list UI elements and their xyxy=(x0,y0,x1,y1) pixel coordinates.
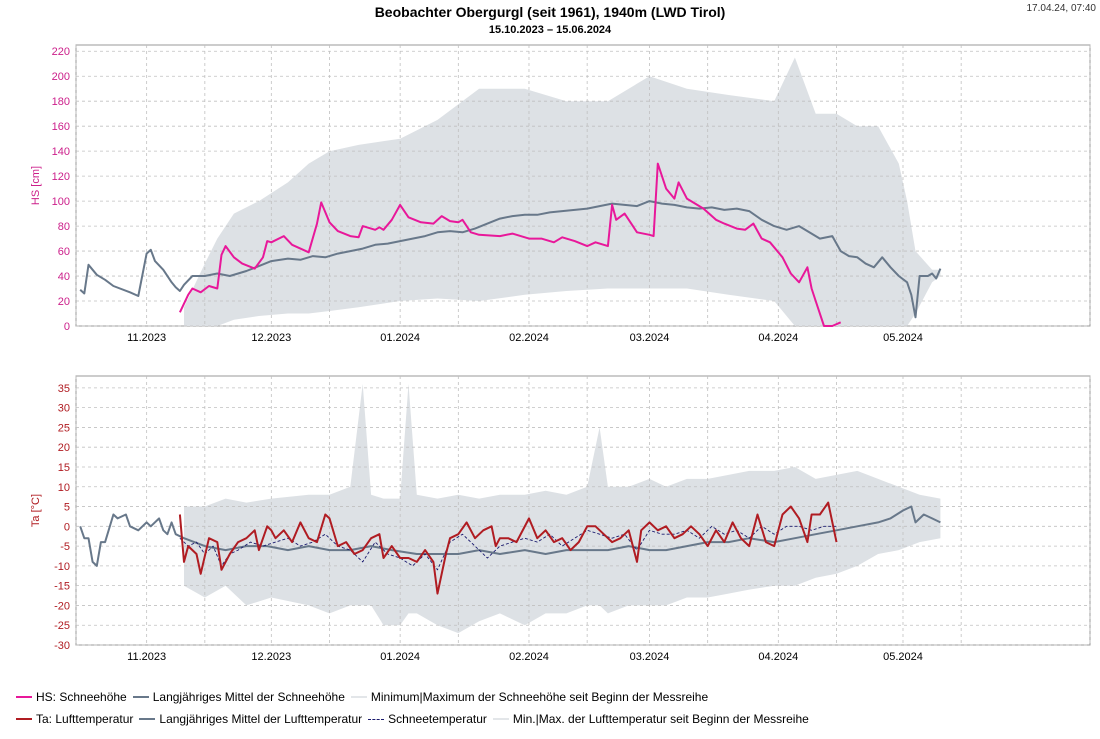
legend-label-snowtemp: Schneetemperatur xyxy=(388,712,487,726)
chart-title: Beobachter Obergurgl (seit 1961), 1940m … xyxy=(374,4,726,20)
legend-item-ta-mean: Langjähriges Mittel der Lufttemperatur xyxy=(139,712,362,726)
y-tick-label: 0 xyxy=(64,521,70,533)
y-tick-label: 80 xyxy=(58,221,70,233)
y-tick-label: -15 xyxy=(54,581,70,593)
series-line-ta xyxy=(178,501,838,595)
legend-label-hs: HS: Schneehöhe xyxy=(36,690,127,704)
series-line-hs xyxy=(178,162,842,327)
y-tick-label: 20 xyxy=(58,442,70,454)
x-tick-label: 03.2024 xyxy=(630,651,670,663)
x-tick-label: 03.2024 xyxy=(630,332,670,344)
legend-swatch-ta-range xyxy=(492,718,509,720)
legend-label-hs-mean: Langjähriges Mittel der Schneehöhe xyxy=(152,690,345,704)
x-tick-label: 04.2024 xyxy=(758,332,798,344)
y-tick-label: 10 xyxy=(58,482,70,494)
x-tick-label: 11.2023 xyxy=(127,651,166,663)
y-tick-label: 40 xyxy=(58,271,70,283)
legend-item-snowtemp: Schneetemperatur xyxy=(368,712,487,726)
y-tick-label: 35 xyxy=(58,383,70,395)
y-tick-label: 60 xyxy=(58,246,70,258)
y-tick-label: 200 xyxy=(52,71,70,83)
y-tick-label: -30 xyxy=(54,640,70,652)
x-tick-label: 01.2024 xyxy=(380,332,420,344)
legend-item-hs-mean: Langjähriges Mittel der Schneehöhe xyxy=(132,690,345,704)
y-tick-label: 25 xyxy=(58,422,70,434)
y-tick-label: 15 xyxy=(58,462,70,474)
series-line-snowtemp xyxy=(179,525,837,571)
legend-swatch-ta-mean xyxy=(139,718,156,720)
legend-row-snow: HS: Schneehöhe Langjähriges Mittel der S… xyxy=(16,690,714,704)
y-tick-label: -5 xyxy=(60,541,70,553)
y-tick-label: 30 xyxy=(58,403,70,415)
y-tick-label: 100 xyxy=(52,196,70,208)
y-tick-label: 180 xyxy=(52,96,70,108)
legend-item-hs: HS: Schneehöhe xyxy=(16,690,127,704)
y-tick-label: -20 xyxy=(54,600,70,612)
x-tick-label: 02.2024 xyxy=(509,651,549,663)
y-tick-label: -10 xyxy=(54,561,70,573)
y-tick-label: 160 xyxy=(52,121,70,133)
legend-label-ta-mean: Langjähriges Mittel der Lufttemperatur xyxy=(159,712,363,726)
min-max-band xyxy=(184,383,941,634)
x-tick-label: 01.2024 xyxy=(380,651,420,663)
snow-depth-panel: 0 20 40 60 80 100 120 140 160 180 200 220 11.2023 12.… xyxy=(30,44,1091,344)
y-tick-label: 120 xyxy=(52,171,70,183)
series-line-mean xyxy=(79,200,942,319)
y-tick-label: -25 xyxy=(54,620,70,632)
air-temperature-panel: -30 -25 -20 -15 -10 -5 0 5 10 15 20 25 30 35 11.2023 12… xyxy=(30,375,1091,663)
x-tick-label: 12.2023 xyxy=(251,332,291,344)
series-line-mean xyxy=(79,505,941,567)
legend-item-ta-range: Min.|Max. der Lufttemperatur seit Beginn… xyxy=(492,712,809,726)
x-tick-label: 05.2024 xyxy=(883,332,923,344)
legend-label-hs-range: Minimum|Maximum der Schneehöhe seit Begi… xyxy=(370,690,709,704)
x-tick-label: 04.2024 xyxy=(758,651,798,663)
legend-label-ta: Ta: Lufttemperatur xyxy=(36,712,134,726)
legend-row-temp: Ta: Lufttemperatur Langjähriges Mittel d… xyxy=(16,712,815,726)
x-tick-label: 05.2024 xyxy=(883,651,923,663)
y-tick-label: 5 xyxy=(64,502,70,514)
legend-label-ta-range: Min.|Max. der Lufttemperatur seit Beginn… xyxy=(512,712,809,726)
y-axis-label: HS [cm] xyxy=(30,166,42,205)
legend-swatch-snowtemp xyxy=(368,718,385,720)
x-tick-label: 12.2023 xyxy=(251,651,291,663)
y-axis-label: Ta [°C] xyxy=(30,494,42,527)
y-tick-label: 20 xyxy=(58,296,70,308)
legend-swatch-hs-mean xyxy=(132,696,149,698)
x-tick-label: 02.2024 xyxy=(509,332,549,344)
legend-swatch-hs xyxy=(16,696,32,698)
y-tick-label: 140 xyxy=(52,146,70,158)
legend-item-ta: Ta: Lufttemperatur xyxy=(16,712,133,726)
chart-date-range: 15.10.2023 – 15.06.2024 xyxy=(488,24,612,36)
legend-swatch-hs-range xyxy=(350,696,367,698)
y-tick-label: 0 xyxy=(64,321,70,333)
legend-item-hs-range: Minimum|Maximum der Schneehöhe seit Begi… xyxy=(350,690,709,704)
legend-swatch-ta xyxy=(16,718,32,720)
timestamp: 17.04.24, 07:40 xyxy=(1026,3,1096,14)
y-tick-label: 220 xyxy=(52,46,70,58)
x-tick-label: 11.2023 xyxy=(127,332,166,344)
min-max-band xyxy=(184,57,941,326)
